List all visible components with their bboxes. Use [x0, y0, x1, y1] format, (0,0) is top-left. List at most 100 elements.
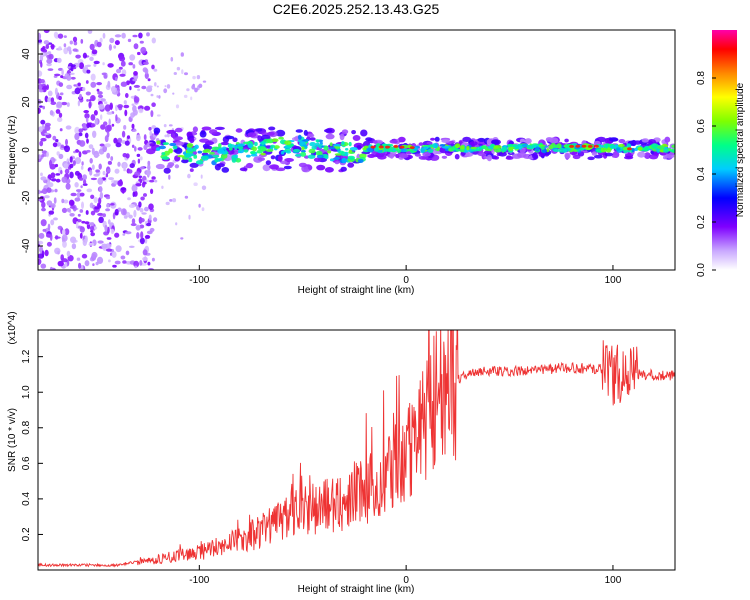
spectrogram-band-cell: [174, 141, 185, 146]
spectrogram-noise-cell: [97, 212, 104, 216]
spectrogram-noise-cell: [50, 203, 56, 209]
spectrogram-noise-cell: [41, 250, 45, 258]
spectrogram-band-cell: [199, 130, 207, 138]
spectrogram-noise-cell: [123, 125, 127, 130]
spectrogram-band-cell: [505, 156, 514, 160]
spectrogram-noise-cell: [61, 198, 65, 204]
spectrogram-noise-cell: [137, 51, 141, 56]
spectrogram-noise-cell: [57, 225, 63, 230]
spectrogram-noise-cell: [66, 102, 70, 107]
spectrogram-band-cell: [231, 157, 237, 163]
spectrogram-band-cell: [579, 147, 585, 151]
spectrogram-band-cell: [235, 158, 242, 163]
spectrogram-band-cell: [349, 147, 358, 151]
spectrogram-band-cell: [493, 156, 500, 160]
spectrogram-noise-cell: [99, 186, 103, 193]
spectrogram-noise-cell: [108, 177, 114, 181]
spectrogram-band-cell: [146, 148, 156, 155]
spectrogram-noise-cell: [115, 114, 118, 122]
spectrogram-noise-cell: [88, 144, 94, 150]
spectrogram-band-cell: [189, 168, 194, 173]
spectrogram-noise-cell: [115, 84, 118, 88]
spectrogram-noise-cell: [161, 185, 164, 189]
spectrogram-band-cell: [618, 139, 626, 144]
spectrogram-noise-cell: [129, 54, 136, 61]
spectrogram-band-cell: [430, 137, 436, 141]
spectrogram-noise-cell: [65, 125, 72, 130]
spectrogram-noise-cell: [128, 169, 133, 174]
spectrogram-noise-cell: [142, 249, 148, 256]
spectrogram-noise-cell: [61, 176, 68, 183]
spectrogram-band-cell: [498, 151, 507, 157]
spectrogram-noise-cell: [79, 62, 84, 70]
spectrogram-noise-cell: [84, 260, 90, 267]
spectrogram-noise-cell: [40, 219, 47, 227]
spectrogram-band-cell: [308, 148, 316, 154]
spectrogram-band-cell: [454, 153, 460, 160]
spectrogram-noise-cell: [66, 75, 72, 81]
spectrogram-band-cell: [418, 155, 429, 160]
spectrogram-noise-cell: [97, 240, 104, 244]
spectrogram-noise-cell: [74, 182, 79, 188]
spectrogram-band-cell: [216, 163, 225, 168]
spectrogram-panel: -100 0 100 -40 -20 0 20 40 Height of straight l…: [7, 29, 676, 296]
spectrogram-noise-cell: [120, 81, 128, 87]
spectrogram-noise-cell: [126, 135, 131, 140]
spectrogram-noise-cell: [122, 233, 126, 236]
spectrogram-noise-cell: [46, 233, 51, 238]
spectrogram-noise-cell: [71, 243, 77, 250]
spectrogram-ytick-label: -40: [21, 238, 32, 253]
spectrogram-noise-cell: [106, 168, 111, 173]
spectrogram-noise-cell: [44, 132, 50, 135]
spectrogram-noise-cell: [50, 219, 55, 226]
spectrogram-band-cell: [307, 133, 315, 138]
spectrogram-noise-cell: [89, 169, 93, 176]
spectrogram-noise-cell: [57, 260, 64, 267]
spectrogram-band-cell: [189, 137, 195, 144]
spectrogram-noise-cell: [129, 163, 135, 169]
spectrogram-noise-cell: [82, 174, 87, 181]
spectrogram-xlabel: Height of straight line (km): [298, 285, 415, 296]
spectrogram-noise-cell: [104, 101, 108, 105]
spectrogram-peak-cell: [399, 145, 405, 149]
spectrogram-noise-cell: [143, 144, 148, 150]
spectrogram-band-cell: [486, 148, 492, 152]
spectrogram-noise-cell: [79, 177, 84, 181]
spectrogram-noise-cell: [128, 214, 133, 219]
spectrogram-noise-cell: [41, 201, 46, 208]
spectrogram-noise-cell: [85, 91, 91, 96]
spectrogram-band-cell: [169, 142, 177, 147]
spectrogram-xtick-label: 0: [403, 275, 409, 286]
snr-xlabel: Height of straight line (km): [298, 584, 415, 595]
spectrogram-noise-cell: [141, 85, 147, 90]
spectrogram-noise-cell: [144, 206, 149, 212]
spectrogram-band-cell: [359, 153, 367, 159]
spectrogram-noise-cell: [69, 213, 75, 217]
spectrogram-noise-cell: [151, 125, 156, 130]
spectrogram-noise-cell: [176, 66, 181, 71]
spectrogram-noise-cell: [140, 196, 145, 201]
spectrogram-noise-cell: [55, 173, 61, 176]
spectrogram-noise-cell: [90, 73, 96, 81]
spectrogram-band-cell: [309, 137, 316, 141]
spectrogram-noise-cell: [76, 191, 82, 198]
spectrogram-noise-cell: [58, 153, 64, 160]
spectrogram-noise-cell: [158, 95, 161, 99]
spectrogram-band-cell: [295, 129, 303, 133]
spectrogram-band-cell: [591, 151, 598, 156]
spectrogram-band-cell: [641, 138, 649, 143]
spectrogram-band-cell: [406, 148, 413, 152]
spectrogram-noise-cell: [61, 69, 64, 76]
spectrogram-noise-cell: [80, 39, 84, 44]
spectrogram-noise-cell: [106, 237, 112, 240]
spectrogram-noise-cell: [53, 75, 58, 79]
spectrogram-noise-cell: [202, 80, 207, 83]
spectrogram-noise-cell: [44, 95, 49, 103]
spectrogram-noise-cell: [91, 164, 95, 170]
spectrogram-band-cell: [637, 151, 646, 158]
spectrogram-band-cell: [604, 143, 608, 149]
spectrogram-noise-cell: [77, 82, 81, 87]
spectrogram-noise-cell: [77, 213, 81, 217]
spectrogram-band-cell: [649, 155, 658, 160]
